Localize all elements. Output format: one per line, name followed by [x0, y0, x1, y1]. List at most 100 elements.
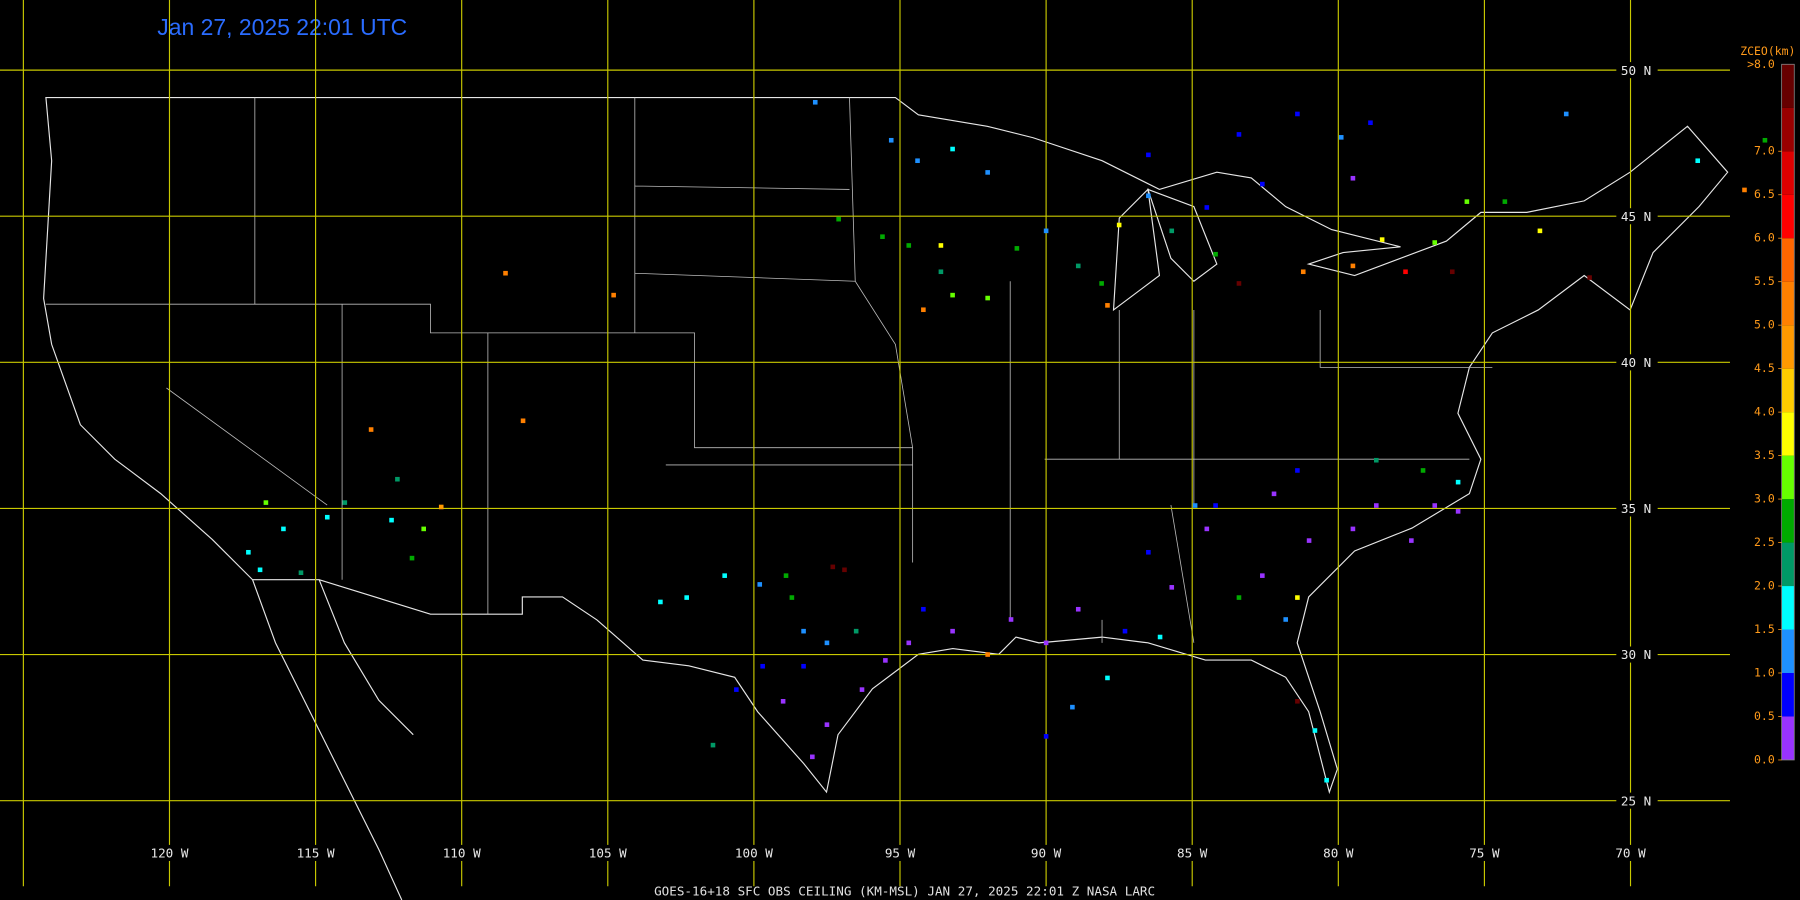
latitude-label: 35 N: [1621, 501, 1651, 516]
colorbar-label: 2.0: [1754, 579, 1775, 593]
colorbar-segment: [1781, 629, 1795, 673]
station-ceiling: [1455, 509, 1461, 514]
longitude-label: 105 W: [589, 846, 627, 861]
station-ceiling: [1374, 503, 1379, 508]
station-ceiling: [1295, 468, 1300, 473]
station-ceiling: [257, 567, 263, 573]
station-ceiling: [1350, 526, 1356, 532]
station-ceiling: [1420, 468, 1426, 473]
station-ceiling: [824, 640, 830, 646]
station-ceiling: [985, 170, 990, 175]
station-ceiling: [810, 754, 815, 760]
station-ceiling: [1075, 606, 1081, 612]
station-ceiling: [1236, 132, 1242, 137]
station-ceiling: [1043, 228, 1049, 234]
station-ceiling: [836, 216, 841, 222]
state-borders: [45, 97, 1493, 643]
longitude-label: 120 W: [150, 846, 188, 861]
station-ceiling: [950, 628, 955, 634]
station-ceiling: [859, 687, 865, 692]
label-background: [1315, 844, 1362, 861]
latitude-label: 30 N: [1621, 647, 1651, 662]
station-ceiling: [1449, 269, 1455, 275]
station-ceiling: [298, 570, 304, 576]
station-ceiling: [883, 658, 888, 663]
station-ceiling: [888, 137, 894, 143]
label-background: [1616, 62, 1658, 79]
latitude-label: 45 N: [1621, 209, 1651, 224]
station-ceiling: [1105, 675, 1110, 681]
station-ceiling: [1043, 640, 1049, 646]
station-ceiling: [342, 500, 348, 505]
station-ceiling: [1146, 152, 1151, 158]
label-background: [1616, 354, 1658, 371]
colorbar: ZCEO(km)>8.0 0.0 0.5 1.0 1.5 2.0 2.5 3.0 3.5 4.0 4…: [1740, 44, 1795, 766]
station-ceiling: [389, 517, 394, 523]
colorbar-segment: [1781, 151, 1795, 195]
colorbar-label: 4.0: [1754, 405, 1775, 419]
colorbar-label: 5.5: [1754, 274, 1775, 288]
colorbar-segment: [1781, 586, 1795, 630]
station-ceiling: [760, 663, 765, 669]
station-ceiling: [1070, 704, 1075, 710]
station-ceiling: [1099, 281, 1104, 286]
label-background: [1616, 208, 1658, 225]
colorbar-segment: [1781, 107, 1795, 152]
colorbar-segment: [1781, 325, 1795, 369]
colorbar-label: 1.5: [1754, 622, 1775, 636]
colorbar-label: 0.0: [1754, 752, 1775, 766]
station-ceiling: [1368, 120, 1373, 126]
station-ceiling: [985, 652, 990, 657]
station-ceiling: [985, 295, 990, 301]
station-ceiling: [1204, 526, 1210, 532]
caption: GOES-16+18 SFC OBS CEILING (KM-MSL) JAN …: [654, 883, 1155, 898]
station-ceiling: [368, 427, 374, 432]
station-ceiling: [395, 476, 400, 482]
colorbar-segment: [1781, 238, 1795, 282]
graticule-labels: 120 W 115 W 110 W 105 W 100 W 95 W 90 W 85 W 80 …: [146, 62, 1658, 861]
colorbar-label: 0.5: [1754, 709, 1775, 723]
station-ceiling: [906, 640, 912, 646]
station-ceiling: [780, 699, 786, 704]
label-background: [1616, 646, 1658, 663]
colorbar-label: 5.0: [1754, 318, 1775, 332]
station-ceiling: [1146, 549, 1151, 555]
station-ceiling: [281, 526, 286, 532]
station-ceiling: [1236, 281, 1242, 286]
station-ceiling: [1300, 269, 1306, 275]
station-ceiling: [1432, 503, 1438, 508]
label-background: [438, 844, 485, 861]
station-ceiling: [409, 555, 415, 561]
colorbar-label: 4.5: [1754, 361, 1775, 375]
colorbar-segment: [1781, 455, 1795, 500]
station-ceiling: [1464, 199, 1470, 204]
station-ceiling: [1537, 228, 1543, 234]
label-background: [730, 844, 777, 861]
longitude-label: 110 W: [443, 846, 481, 861]
colorbar-segment: [1781, 499, 1795, 543]
label-background: [1461, 844, 1508, 861]
station-ceiling: [263, 500, 269, 505]
station-ceiling: [1260, 181, 1265, 187]
station-ceiling: [950, 146, 955, 152]
station-ceiling: [921, 606, 926, 612]
station-ceiling: [1260, 573, 1265, 578]
label-background: [1616, 500, 1658, 517]
latitude-label: 50 N: [1621, 63, 1651, 78]
station-ceiling: [1075, 263, 1081, 269]
station-ceiling: [1283, 617, 1289, 622]
station-ceiling: [1105, 303, 1110, 308]
station-ceiling: [1271, 491, 1277, 497]
station-ceiling: [1157, 634, 1163, 640]
station-ceiling: [921, 307, 926, 313]
station-ceiling: [1403, 269, 1408, 275]
colorbar-segment: [1781, 412, 1795, 456]
colorbar-segment: [1781, 368, 1795, 413]
station-ceiling: [880, 234, 885, 239]
longitude-label: 95 W: [885, 846, 916, 861]
station-ceiling: [1350, 175, 1356, 181]
longitude-label: 75 W: [1469, 846, 1500, 861]
station-ceiling: [1295, 699, 1300, 704]
station-ceiling: [710, 742, 716, 748]
station-ceiling: [824, 722, 830, 727]
